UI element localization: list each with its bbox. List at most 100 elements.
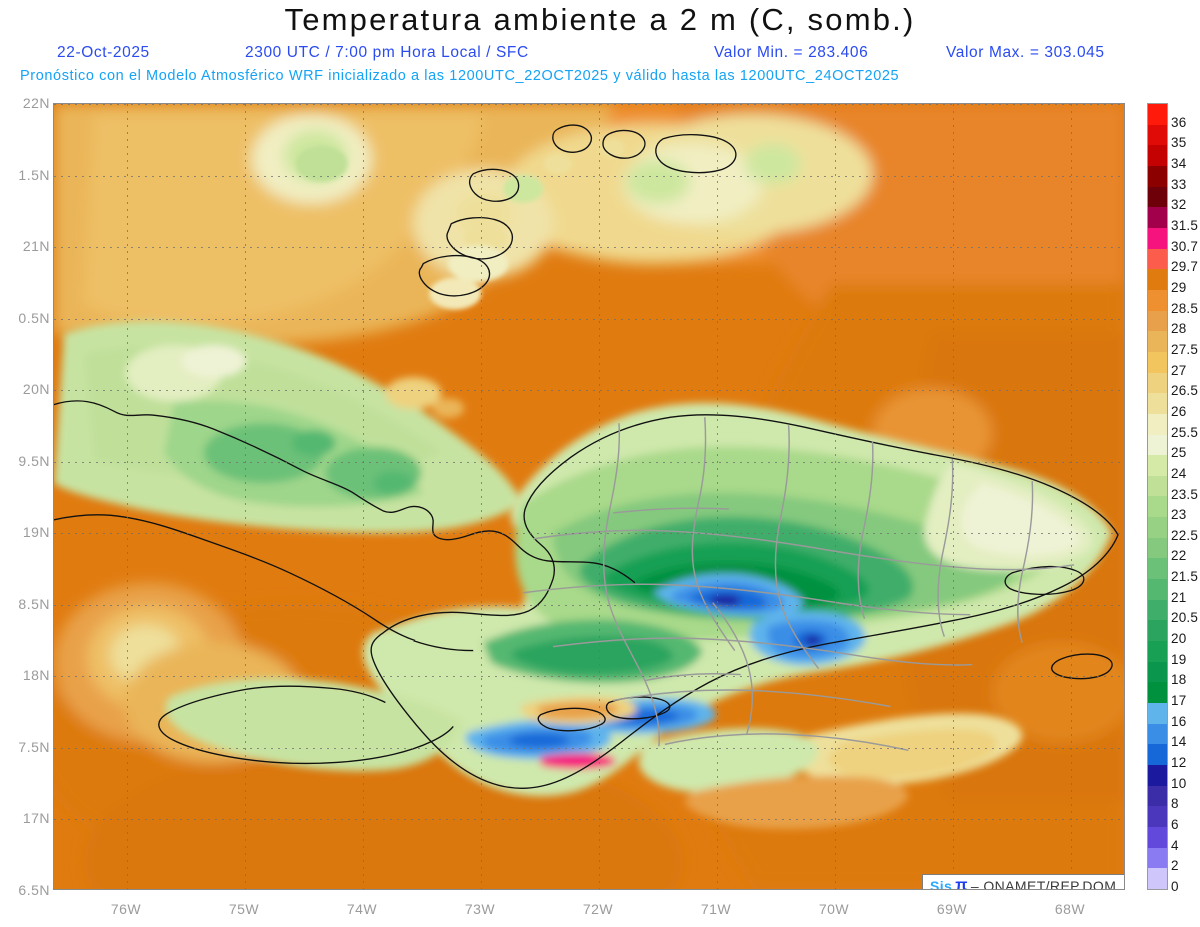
colorbar-swatch <box>1148 186 1167 208</box>
colorbar-level-label: 28.5 <box>1171 300 1199 316</box>
colorbar-level-label: 33 <box>1171 176 1187 192</box>
colorbar-level-label: 25.5 <box>1171 424 1199 440</box>
page-title: Temperatura ambiente a 2 m (C, somb.) <box>284 2 916 37</box>
lon-tick-label: 68W <box>1054 901 1086 917</box>
lat-tick-label: 21N <box>22 238 50 254</box>
colorbar-swatch <box>1148 475 1167 497</box>
valid-time: 2300 UTC / 7:00 pm Hora Local / SFC <box>245 44 529 61</box>
lon-tick-label: 74W <box>346 901 378 917</box>
colorbar-swatch <box>1148 537 1167 559</box>
colorbar-swatch <box>1148 269 1167 290</box>
colorbar-swatch <box>1148 331 1167 352</box>
colorbar-level-label: 19 <box>1171 651 1187 667</box>
colorbar-level-label: 4 <box>1171 837 1179 853</box>
colorbar-level-label: 34 <box>1171 155 1187 171</box>
colorbar-level-label: 20.5 <box>1171 610 1199 626</box>
map-header: Temperatura ambiente a 2 m (C, somb.) 22… <box>0 0 1200 95</box>
colorbar-swatch <box>1148 434 1167 456</box>
colorbar-level-label: 22.5 <box>1171 527 1199 543</box>
colorbar-swatch <box>1148 248 1167 270</box>
colorbar-level-label: 24 <box>1171 465 1187 481</box>
colorbar-swatch <box>1148 661 1167 683</box>
value-min-label: Valor Min. = 283.406 <box>714 44 869 61</box>
colorbar-level-label: 22 <box>1171 548 1187 564</box>
colorbar-level-label: 36 <box>1171 114 1187 130</box>
colorbar-swatch <box>1148 723 1167 745</box>
colorbar-level-label: 0 <box>1171 879 1179 894</box>
colorbar-swatch <box>1148 455 1167 476</box>
lon-tick-label: 71W <box>700 901 732 917</box>
colorbar-swatch <box>1148 599 1167 621</box>
colorbar-level-label: 29 <box>1171 279 1187 295</box>
colorbar-level-label: 17 <box>1171 693 1187 709</box>
colorbar-level-label: 23 <box>1171 507 1187 523</box>
lat-tick-label: 18N <box>22 667 50 683</box>
colorbar-level-label: 28 <box>1171 321 1187 337</box>
colorbar-level-label: 10 <box>1171 775 1187 791</box>
colorbar-swatch <box>1148 496 1167 518</box>
colorbar-level-label: 20 <box>1171 631 1187 647</box>
lat-tick-label: 9.5N <box>18 452 50 469</box>
colorbar-swatch <box>1148 351 1167 373</box>
lat-tick-label: 8.5N <box>18 595 50 612</box>
colorbar-level-label: 21.5 <box>1171 569 1199 585</box>
colorbar[interactable] <box>1147 103 1168 890</box>
value-max-label: Valor Max. = 303.045 <box>946 44 1105 61</box>
colorbar-swatch <box>1148 620 1167 642</box>
colorbar-swatch <box>1148 124 1167 146</box>
lon-tick-label: 76W <box>110 901 142 917</box>
colorbar-swatch <box>1148 579 1167 600</box>
colorbar-swatch <box>1148 310 1167 332</box>
colorbar-level-label: 6 <box>1171 817 1179 833</box>
colorbar-level-label: 29.7 <box>1171 259 1199 275</box>
colorbar-swatch <box>1148 165 1167 187</box>
colorbar-level-label: 23.5 <box>1171 486 1199 502</box>
colorbar-tick-labels: 36 35 34 33 32 31.5 30.7 29.7 29 28.5 28 27.5 27 26.5… <box>1171 103 1200 894</box>
colorbar-level-label: 25 <box>1171 445 1187 461</box>
lat-tick-label: 22N <box>22 95 50 111</box>
colorbar-level-label: 14 <box>1171 734 1187 750</box>
colorbar-swatch <box>1148 145 1167 166</box>
colorbar-level-label: 18 <box>1171 672 1187 688</box>
colorbar-level-label: 21 <box>1171 589 1187 605</box>
colorbar-level-label: 27.5 <box>1171 341 1199 357</box>
colorbar-level-label: 2 <box>1171 858 1179 874</box>
colorbar-level-label: 32 <box>1171 197 1187 213</box>
temperature-shading <box>54 104 1124 889</box>
logo-pi-icon: π <box>955 877 968 890</box>
lat-tick-label: 20N <box>22 381 50 397</box>
colorbar-level-label: 31.5 <box>1171 217 1199 233</box>
colorbar-swatch <box>1148 372 1167 394</box>
lon-tick-label: 72W <box>582 901 614 917</box>
colorbar-swatch <box>1148 393 1167 414</box>
lon-tick-label: 69W <box>936 901 968 917</box>
colorbar-level-label: 26 <box>1171 403 1187 419</box>
lat-tick-label: 17N <box>22 810 50 826</box>
colorbar-swatch <box>1148 641 1167 662</box>
colorbar-swatch <box>1148 826 1167 848</box>
colorbar-swatch <box>1148 806 1167 827</box>
lat-tick-label: 6.5N <box>18 881 50 898</box>
lat-tick-label: 7.5N <box>18 738 50 755</box>
colorbar-swatch <box>1148 765 1167 786</box>
colorbar-level-label: 26.5 <box>1171 383 1199 399</box>
logo-sis-text: Sis <box>930 878 953 890</box>
colorbar-level-label: 16 <box>1171 713 1187 729</box>
lon-tick-label: 75W <box>228 901 260 917</box>
colorbar-swatch <box>1148 744 1167 765</box>
colorbar-level-label: 30.7 <box>1171 238 1199 254</box>
colorbar-swatch <box>1148 413 1167 435</box>
colorbar-swatch <box>1148 558 1167 580</box>
colorbar-level-label: 12 <box>1171 755 1187 771</box>
colorbar-swatch <box>1148 682 1167 704</box>
map-plot-area[interactable]: Sis π – ONAMET/REP.DOM. <box>53 103 1125 890</box>
colorbar-swatch <box>1148 207 1167 228</box>
lon-tick-label: 70W <box>818 901 850 917</box>
colorbar-level-label: 35 <box>1171 135 1187 151</box>
colorbar-level-label: 27 <box>1171 362 1187 378</box>
lat-tick-label: 1.5N <box>18 166 50 183</box>
logo-org-text: – ONAMET/REP.DOM. <box>970 878 1121 890</box>
colorbar-swatch <box>1148 517 1167 538</box>
colorbar-swatch <box>1148 847 1167 869</box>
lat-tick-label: 19N <box>22 524 50 540</box>
